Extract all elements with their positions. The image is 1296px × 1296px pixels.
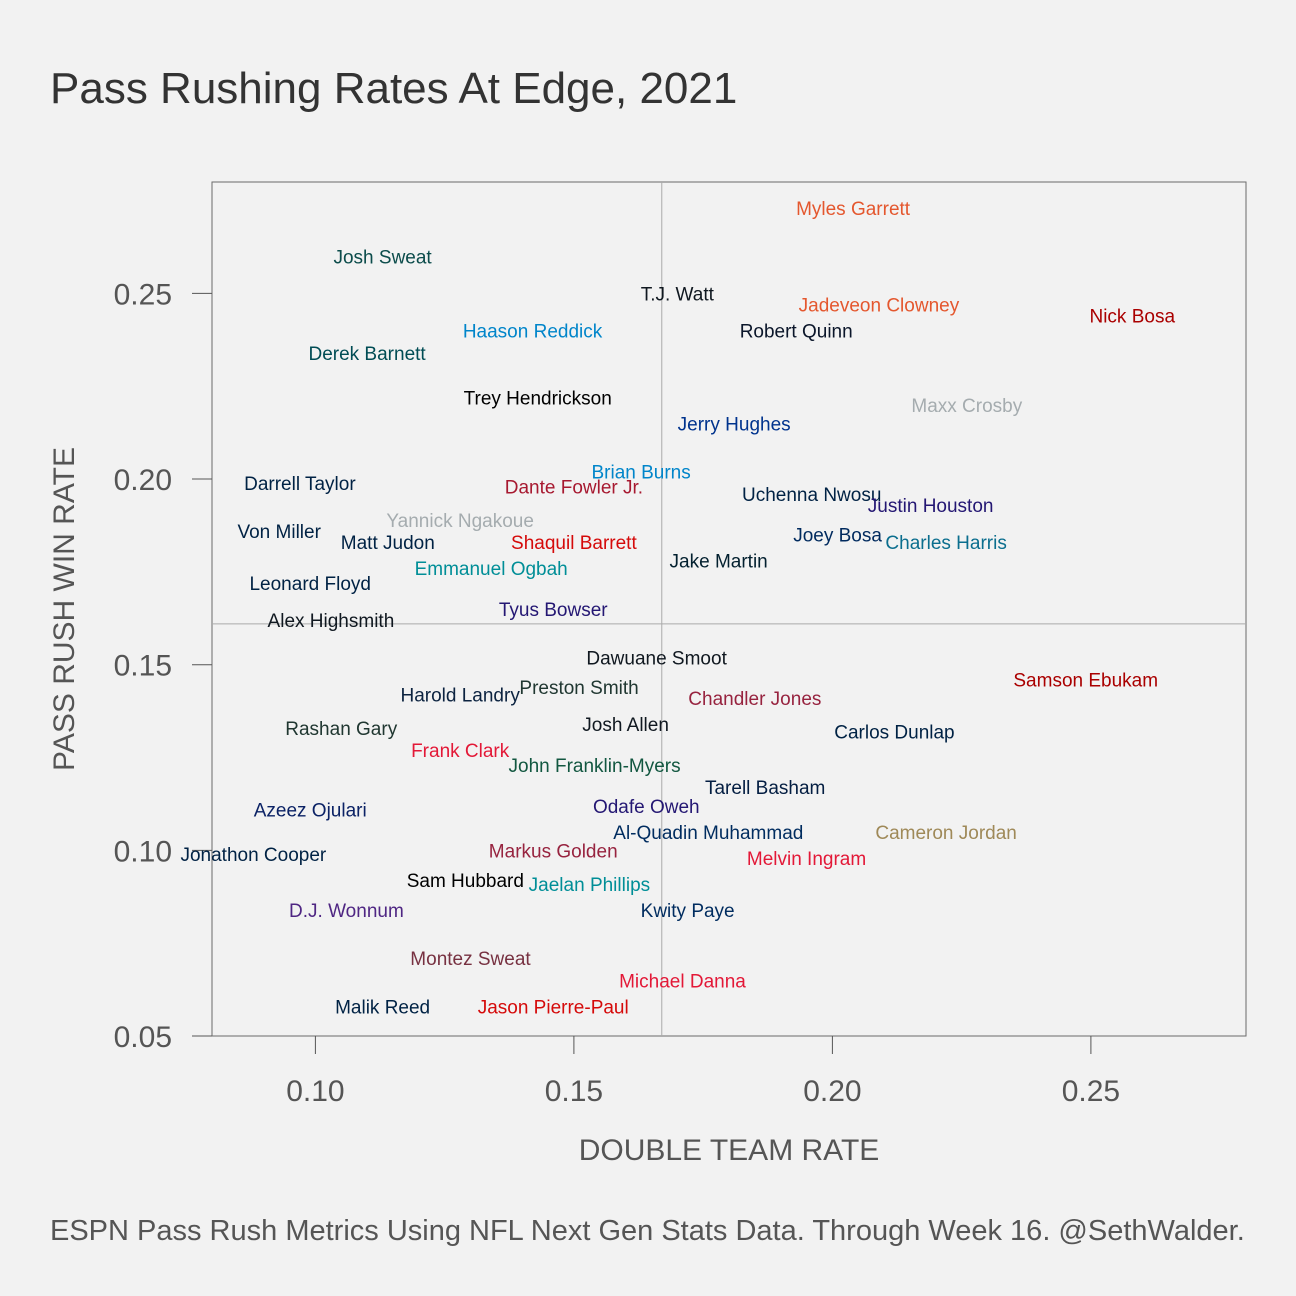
player-point-label: Trey Hendrickson xyxy=(464,388,612,409)
player-point-label: Jadeveon Clowney xyxy=(799,296,960,317)
player-point-label: D.J. Wonnum xyxy=(289,901,404,922)
player-point-label: Tarell Basham xyxy=(705,778,825,799)
player-point-label: Rashan Gary xyxy=(285,719,397,740)
y-tick-label: 0.15 xyxy=(114,650,172,683)
player-point-label: Malik Reed xyxy=(335,997,430,1018)
player-point-label: Tyus Bowser xyxy=(499,600,608,621)
player-point-label: Justin Houston xyxy=(868,496,994,517)
player-point-label: Carlos Dunlap xyxy=(834,723,954,744)
point-labels: Myles Garrett Josh Sweat T.J. Watt Jadeveon… xyxy=(180,199,1175,1018)
player-point-label: Yannick Ngakoue xyxy=(386,511,534,532)
player-point-label: Markus Golden xyxy=(489,841,618,862)
player-point-label: Odafe Oweh xyxy=(593,797,700,818)
player-point-label: Cameron Jordan xyxy=(875,823,1017,844)
reference-lines xyxy=(212,182,1246,1036)
player-point-label: Alex Highsmith xyxy=(268,611,395,632)
player-point-label: Michael Danna xyxy=(619,971,746,992)
player-point-label: Sam Hubbard xyxy=(407,871,524,892)
x-axis-label: DOUBLE TEAM RATE xyxy=(579,1134,880,1167)
x-tick-label: 0.20 xyxy=(803,1075,861,1108)
player-point-label: Von Miller xyxy=(237,522,321,543)
x-axis: 0.10 0.15 0.20 0.25 xyxy=(286,1036,1120,1108)
player-point-label: Azeez Ojulari xyxy=(254,801,367,822)
y-tick-label: 0.05 xyxy=(114,1021,172,1054)
plot-panel-border xyxy=(211,181,1247,1037)
player-point-label: Al-Quadin Muhammad xyxy=(613,823,803,844)
player-point-label: Melvin Ingram xyxy=(747,849,866,870)
player-point-label: Maxx Crosby xyxy=(911,396,1022,417)
player-point-label: Josh Sweat xyxy=(333,247,432,268)
x-tick-label: 0.10 xyxy=(286,1075,344,1108)
player-point-label: Haason Reddick xyxy=(463,322,603,343)
player-point-label: Frank Clark xyxy=(411,741,510,762)
y-tick-label: 0.20 xyxy=(114,464,172,497)
y-axis: 0.05 0.10 0.15 0.20 0.25 xyxy=(114,278,212,1054)
player-point-label: Emmanuel Ogbah xyxy=(415,559,568,580)
player-point-label: Derek Barnett xyxy=(308,344,426,365)
player-point-label: Jason Pierre-Paul xyxy=(478,997,629,1018)
player-point-label: Jaelan Phillips xyxy=(529,875,650,896)
player-point-label: Chandler Jones xyxy=(688,689,821,710)
player-point-label: Montez Sweat xyxy=(410,949,531,970)
player-point-label: Shaquil Barrett xyxy=(511,533,637,554)
player-point-label: Joey Bosa xyxy=(793,526,882,547)
player-point-label: Jake Martin xyxy=(670,552,768,573)
player-point-label: Leonard Floyd xyxy=(249,574,370,595)
player-point-label: Darrell Taylor xyxy=(244,474,356,495)
player-point-label: Preston Smith xyxy=(519,678,638,699)
player-point-label: Myles Garrett xyxy=(796,199,911,220)
y-tick-label: 0.25 xyxy=(114,278,172,311)
player-point-label: Matt Judon xyxy=(341,533,435,554)
y-tick-label: 0.10 xyxy=(114,835,172,868)
player-point-label: Robert Quinn xyxy=(740,322,853,343)
chart-title: Pass Rushing Rates At Edge, 2021 xyxy=(50,64,737,113)
player-point-label: Samson Ebukam xyxy=(1013,671,1158,692)
player-point-label: Jonathon Cooper xyxy=(180,845,326,866)
player-point-label: Uchenna Nwosu xyxy=(742,485,881,506)
player-point-label: T.J. Watt xyxy=(641,284,715,305)
player-point-label: Jerry Hughes xyxy=(678,414,791,435)
chart-caption: ESPN Pass Rush Metrics Using NFL Next Ge… xyxy=(50,1215,1245,1247)
player-point-label: Harold Landry xyxy=(400,685,520,706)
y-axis-label: PASS RUSH WIN RATE xyxy=(48,447,81,771)
player-point-label: Brian Burns xyxy=(591,463,690,484)
player-point-label: Josh Allen xyxy=(582,715,669,736)
x-tick-label: 0.25 xyxy=(1062,1075,1120,1108)
player-point-label: Kwity Paye xyxy=(641,901,735,922)
player-point-label: Dawuane Smoot xyxy=(586,648,727,669)
player-point-label: Charles Harris xyxy=(885,533,1006,554)
x-tick-label: 0.15 xyxy=(545,1075,603,1108)
player-point-label: Nick Bosa xyxy=(1089,307,1175,328)
player-point-label: Dante Fowler Jr. xyxy=(505,477,643,498)
player-point-label: John Franklin-Myers xyxy=(509,756,681,777)
